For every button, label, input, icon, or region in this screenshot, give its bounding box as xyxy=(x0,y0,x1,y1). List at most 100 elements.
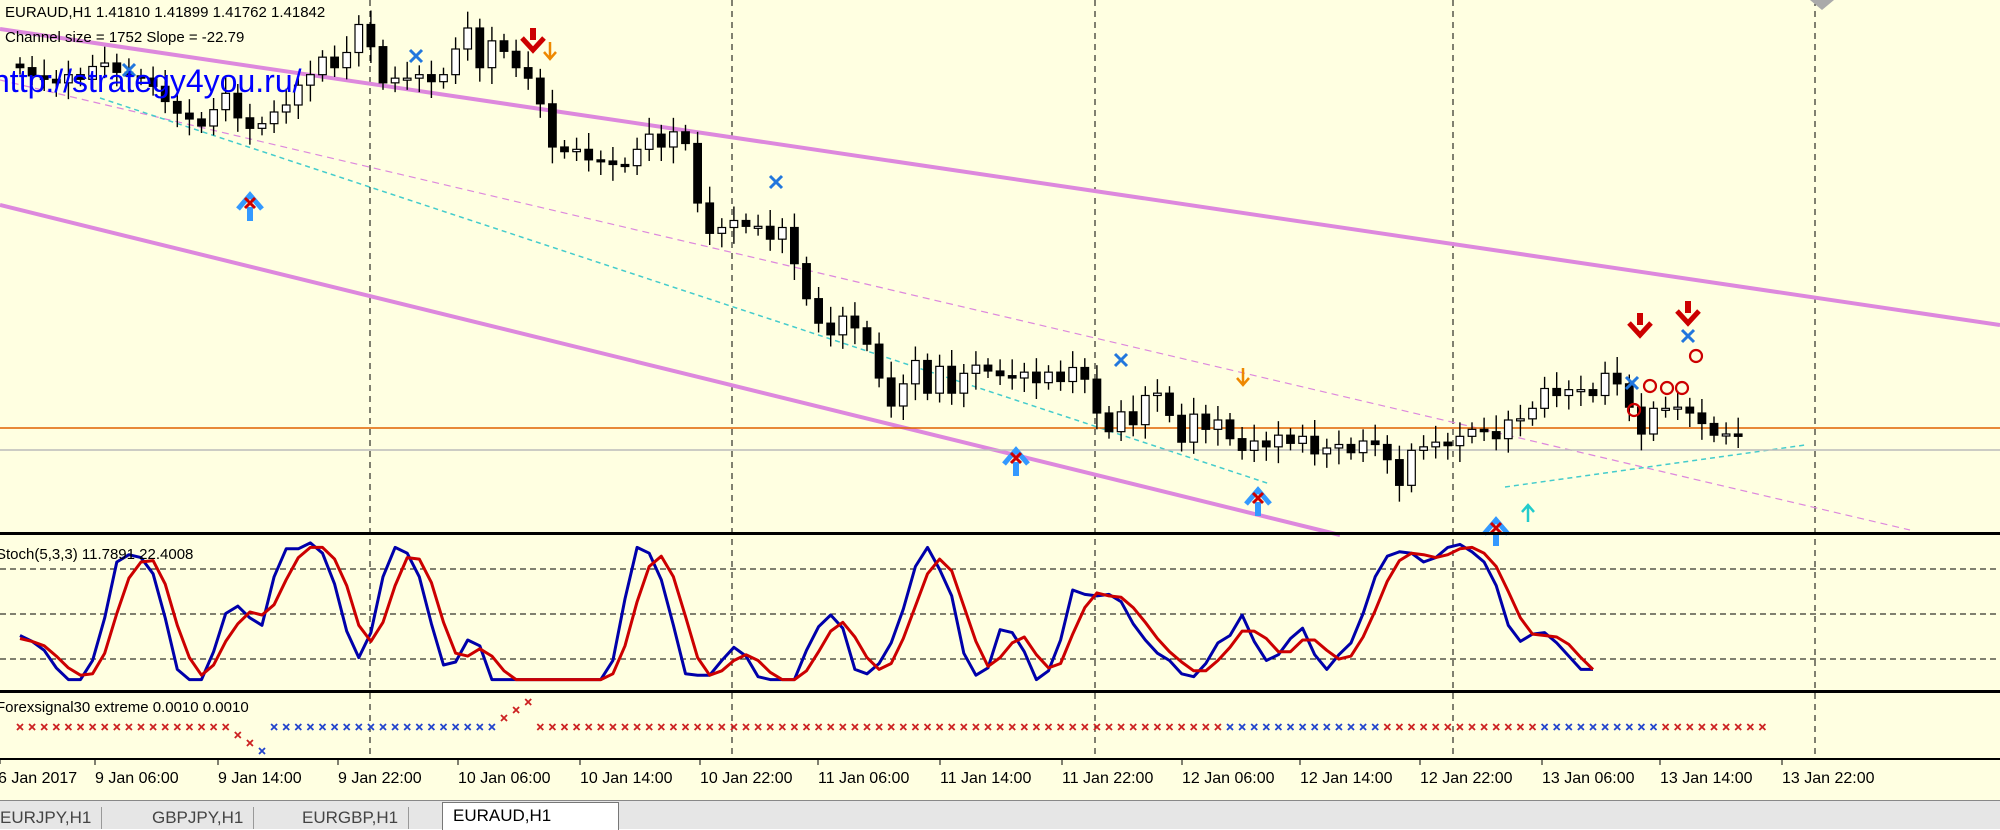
bear-candle-body xyxy=(560,146,569,153)
tab-eurjpy[interactable]: EURJPY,H1 xyxy=(0,807,103,829)
candle xyxy=(656,124,666,161)
candlesticks xyxy=(15,10,1743,502)
bear-candle-body xyxy=(1237,438,1247,451)
bear-candle-body xyxy=(1491,431,1501,440)
forexsignal-mark xyxy=(16,723,24,731)
bull-candle-body xyxy=(463,27,473,50)
candle xyxy=(850,302,860,345)
candle xyxy=(1515,404,1525,437)
forexsignal-mark xyxy=(560,723,569,731)
forexsignal-mark xyxy=(960,723,968,731)
bear-candle-body xyxy=(681,131,690,145)
forexsignal-mark xyxy=(585,723,593,731)
pane-separator-2 xyxy=(0,690,2000,693)
candle xyxy=(1189,397,1199,454)
bear-candle-body xyxy=(1588,389,1598,397)
forexsignal-mark xyxy=(185,723,194,731)
time-axis-border xyxy=(0,758,2000,760)
channel-upper-line xyxy=(0,27,2000,327)
forexsignal-mark xyxy=(621,723,629,731)
candle xyxy=(681,124,690,151)
bull-candle-body xyxy=(306,74,315,86)
candle xyxy=(1552,372,1562,408)
bull-candle-body xyxy=(487,40,497,69)
forexsignal-mark xyxy=(1371,723,1379,731)
bear-candle-body xyxy=(608,160,618,166)
forexsignal-mark xyxy=(1153,723,1162,731)
candle xyxy=(668,117,678,164)
forexsignal-mark xyxy=(730,723,738,731)
candle xyxy=(886,361,896,418)
forexsignal-mark xyxy=(1286,723,1295,731)
bear-candle-body xyxy=(1056,371,1066,383)
bear-candle-body xyxy=(862,327,872,345)
signal-arrows xyxy=(121,28,1704,546)
forexsignal-mark xyxy=(306,723,315,731)
tab-eurgbp[interactable]: EURGBP,H1 xyxy=(292,807,410,829)
channel-lower-line xyxy=(0,203,1341,537)
candle xyxy=(983,358,993,378)
forexsignal-mark xyxy=(149,723,157,731)
bull-candle-body xyxy=(572,148,581,153)
time-axis-label: 9 Jan 14:00 xyxy=(218,770,302,787)
tab-gbpjpy[interactable]: GBPJPY,H1 xyxy=(142,807,255,829)
candle xyxy=(802,256,811,306)
forexsignal-mark xyxy=(996,723,1004,731)
forexsignal-mark xyxy=(1674,723,1682,731)
bear-candle-body xyxy=(995,370,1005,377)
candle xyxy=(632,137,642,175)
candle xyxy=(293,75,303,119)
candle xyxy=(209,98,219,136)
price-pane[interactable]: EURAUD,H1 1.41810 1.41899 1.41762 1.4184… xyxy=(0,0,2000,546)
forexsignal-pane[interactable]: Forexsignal30 extreme 0.0010 0.0010 xyxy=(0,698,1767,755)
circle-marker-icon xyxy=(1688,348,1704,364)
bull-candle-body xyxy=(1273,434,1283,448)
candle xyxy=(1479,417,1489,441)
forexsignal-mark xyxy=(766,723,774,731)
bull-candle-body xyxy=(632,148,642,167)
stochastic-pane[interactable]: Stoch(5,3,3) 11.7891 22.4008 xyxy=(0,541,2000,682)
forexsignal-mark xyxy=(391,723,399,731)
forexsignal-mark xyxy=(948,723,956,731)
candle xyxy=(1576,375,1586,406)
forexsignal-mark xyxy=(40,723,48,731)
candle xyxy=(366,10,376,63)
candle xyxy=(535,68,545,118)
forexsignal-mark xyxy=(827,723,835,731)
candle xyxy=(1709,416,1719,443)
bear-candle-body xyxy=(886,377,896,407)
bear-candle-body xyxy=(1382,443,1392,461)
chart-area[interactable]: EURAUD,H1 1.41810 1.41899 1.41762 1.4184… xyxy=(0,0,2000,800)
candle xyxy=(1697,399,1707,440)
forexsignal-mark xyxy=(935,723,944,731)
bull-candle-body xyxy=(1649,407,1658,435)
bull-candle-body xyxy=(1019,371,1029,379)
candle xyxy=(281,88,291,124)
candle xyxy=(1273,421,1283,464)
forexsignal-marks xyxy=(16,698,1767,755)
forexsignal-mark xyxy=(1081,723,1089,731)
candle xyxy=(1685,397,1695,427)
forexsignal-mark xyxy=(1456,723,1464,731)
candle xyxy=(838,306,848,349)
candle xyxy=(318,50,327,82)
forexsignal-mark xyxy=(693,723,702,731)
forexsignal-mark xyxy=(984,723,992,731)
bear-candle-body xyxy=(765,225,775,240)
candle xyxy=(995,359,1005,385)
forexsignal-mark xyxy=(1686,723,1694,731)
forexsignal-mark xyxy=(972,723,980,731)
tab-euraud[interactable]: EURAUD,H1 xyxy=(442,802,619,830)
cross-marker-icon xyxy=(1680,328,1696,344)
forexsignal-mark xyxy=(706,723,714,731)
forexsignal-mark xyxy=(1710,723,1718,731)
bear-candle-body xyxy=(1479,428,1489,433)
stoch-main-line xyxy=(19,541,1593,682)
candle xyxy=(172,92,182,128)
forexsignal-mark xyxy=(899,723,907,731)
pane-separator xyxy=(0,532,2000,535)
bull-candle-body xyxy=(1528,407,1537,420)
forexsignal-mark xyxy=(669,723,678,731)
candle xyxy=(1225,413,1235,446)
time-axis-label: 11 Jan 22:00 xyxy=(1062,770,1153,787)
